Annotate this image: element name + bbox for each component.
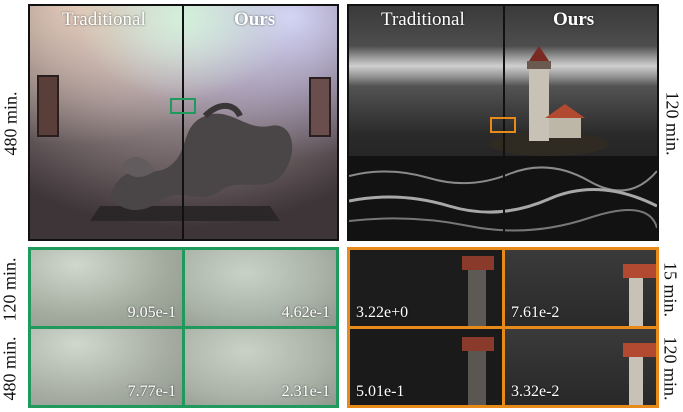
- label-traditional: Traditional: [62, 9, 146, 30]
- highlight-box-orange: [490, 117, 516, 133]
- tower-fragment: [468, 270, 486, 326]
- crop-tl-2: 3.22e+0: [350, 250, 502, 326]
- crop-left-row1-label: 120 min.: [0, 257, 20, 322]
- label-traditional-2: Traditional: [381, 9, 465, 30]
- crop-value: 5.01e-1: [356, 383, 405, 400]
- tower-fragment: [629, 357, 643, 405]
- roof-fragment: [462, 256, 494, 270]
- label-ours: Ours: [234, 9, 276, 30]
- left-time-label: 480 min.: [0, 91, 21, 156]
- crop-grid-orange: 3.22e+0 7.61e-2 5.01e-1 3.32e-2: [347, 247, 659, 408]
- crop-value: 3.32e-2: [511, 383, 560, 400]
- crop-left-row2-label: 480 min.: [0, 336, 20, 401]
- crop-value: 7.77e-1: [127, 383, 176, 400]
- roof-fragment: [623, 343, 656, 357]
- comparison-divider: [182, 6, 184, 239]
- highlight-box-green: [170, 98, 196, 114]
- roof-fragment: [623, 264, 656, 278]
- lighthouse-render-panel: Traditional Ours: [347, 4, 659, 241]
- crop-tl: 9.05e-1: [31, 250, 182, 326]
- crop-tr-2: 7.61e-2: [505, 250, 656, 326]
- dragon-render-panel: Traditional Ours: [28, 4, 339, 241]
- crop-br-2: 3.32e-2: [505, 329, 656, 405]
- tower-fragment: [468, 351, 486, 405]
- crop-br: 2.31e-1: [185, 329, 336, 405]
- crop-right-row1-label: 15 min.: [660, 261, 681, 317]
- crop-grid-green: 9.05e-1 4.62e-1 7.77e-1 2.31e-1: [28, 247, 339, 408]
- crop-value: 2.31e-1: [281, 383, 330, 400]
- label-ours-2: Ours: [553, 9, 595, 30]
- tower-fragment: [629, 278, 643, 326]
- crop-value: 4.62e-1: [281, 304, 330, 321]
- crop-value: 3.22e+0: [356, 304, 409, 321]
- crop-right-row2-label: 120 min.: [660, 336, 681, 401]
- crop-tr: 4.62e-1: [185, 250, 336, 326]
- crop-bl-2: 5.01e-1: [350, 329, 502, 405]
- crop-value: 9.05e-1: [127, 304, 176, 321]
- crop-bl: 7.77e-1: [31, 329, 182, 405]
- roof-fragment: [462, 337, 494, 351]
- comparison-divider-2: [503, 6, 505, 239]
- right-time-label: 120 min.: [662, 91, 683, 156]
- crop-value: 7.61e-2: [511, 304, 560, 321]
